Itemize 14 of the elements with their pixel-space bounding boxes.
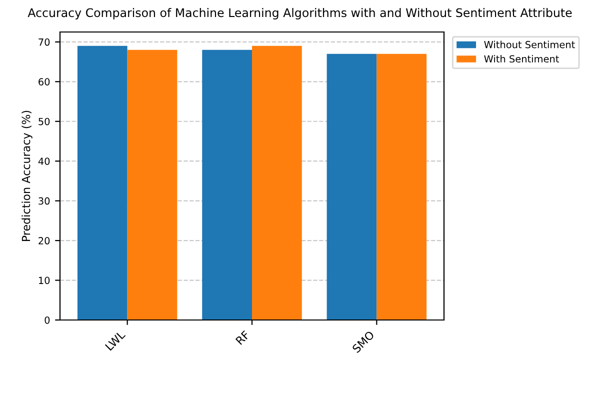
x-tick-label: RF: [235, 330, 250, 345]
y-tick-label: 60: [38, 78, 50, 86]
y-tick-label: 50: [38, 118, 50, 126]
chart-title: Accuracy Comparison of Machine Learning Algorithms with and Without Sentiment Attribute: [28, 8, 572, 20]
y-tick-label: 40: [38, 158, 50, 165]
y-tick-label: 20: [38, 237, 50, 244]
y-tick-label: 70: [38, 38, 50, 46]
legend-label: With Sentiment: [484, 55, 559, 63]
y-axis-title: Prediction Accuracy (%): [22, 110, 32, 242]
y-tick-label: 10: [38, 276, 50, 284]
x-tick-label: LWL: [104, 330, 126, 351]
y-tick-label: 30: [38, 197, 50, 205]
legend-label: Without Sentiment: [484, 40, 575, 48]
y-tick-label: 0: [44, 316, 50, 324]
